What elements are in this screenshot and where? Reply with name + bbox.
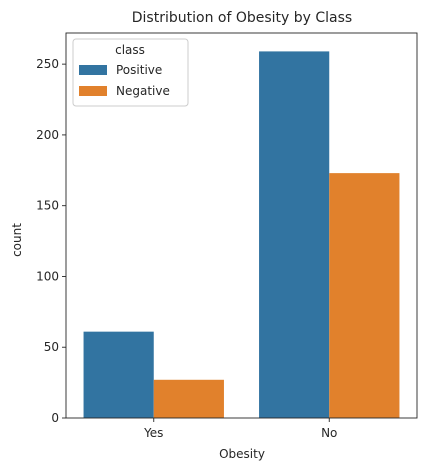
bar-positive-yes xyxy=(83,331,154,418)
legend: class Positive Negative xyxy=(72,38,189,107)
bars-group xyxy=(83,51,400,419)
bar-negative-yes xyxy=(153,379,224,418)
legend-label-negative: Negative xyxy=(116,84,170,98)
y-tick-label: 250 xyxy=(36,57,59,71)
y-axis-label: count xyxy=(10,223,24,257)
x-tick-label: No xyxy=(321,426,337,440)
plot-frame xyxy=(65,32,418,419)
legend-label-positive: Positive xyxy=(116,63,162,77)
x-axis: Yes No xyxy=(143,418,337,440)
y-axis: 0 50 100 150 200 250 xyxy=(36,57,66,425)
bar-positive-no xyxy=(259,51,330,419)
legend-swatch-positive xyxy=(79,65,107,75)
chart-title: Distribution of Obesity by Class xyxy=(132,10,352,26)
y-tick-label: 200 xyxy=(36,128,59,142)
bar-negative-no xyxy=(329,173,400,418)
legend-title: class xyxy=(115,43,145,57)
y-tick-label: 100 xyxy=(36,269,59,283)
y-tick-label: 50 xyxy=(44,340,59,354)
y-tick-label: 150 xyxy=(36,199,59,213)
x-tick-label: Yes xyxy=(143,426,163,440)
legend-swatch-negative xyxy=(79,86,107,96)
y-tick-label: 0 xyxy=(51,411,59,425)
x-axis-label: Obesity xyxy=(219,447,265,461)
